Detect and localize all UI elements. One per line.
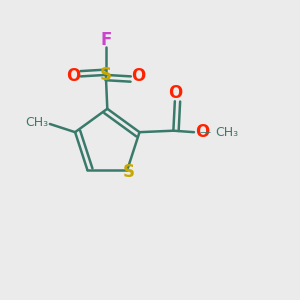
Text: O: O	[168, 84, 182, 102]
Text: O: O	[196, 123, 210, 141]
Text: S: S	[100, 66, 112, 84]
Text: CH₃: CH₃	[25, 116, 48, 129]
Text: F: F	[100, 31, 112, 49]
Text: —: —	[200, 127, 211, 137]
Text: O: O	[66, 68, 81, 85]
Text: CH₃: CH₃	[215, 126, 238, 139]
Text: S: S	[123, 163, 135, 181]
Text: O: O	[131, 68, 145, 85]
